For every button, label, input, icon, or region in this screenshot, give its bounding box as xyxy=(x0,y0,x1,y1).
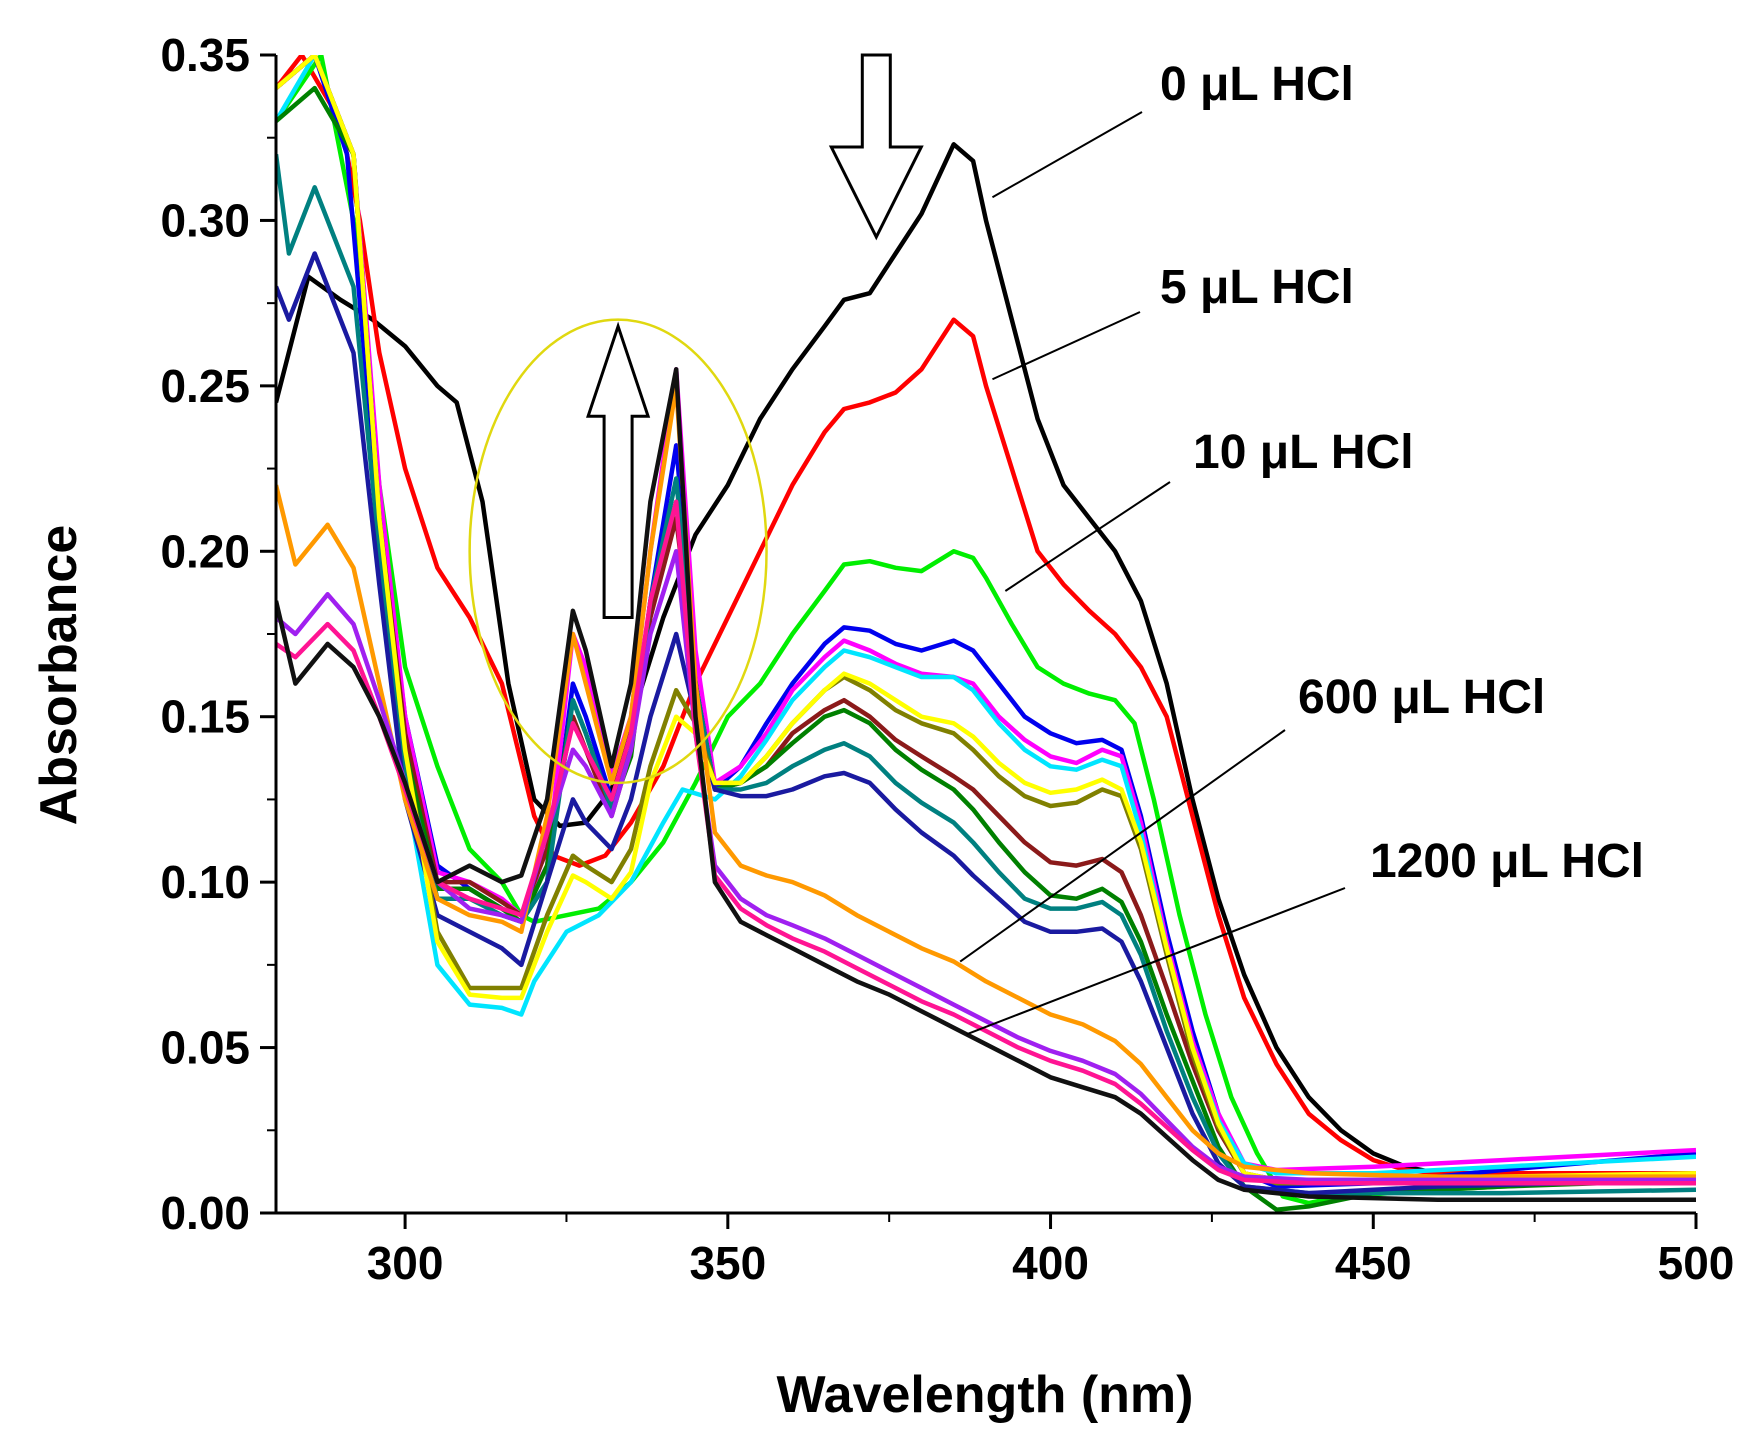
series-layer xyxy=(276,55,1696,1212)
annotation-leader-line xyxy=(991,111,1143,199)
arrow-up xyxy=(586,321,651,619)
annotation-label: 5 μL HCl xyxy=(1160,261,1354,314)
axes-layer: 300 350 400 450 500 0.00 0.05 0.10 0.15 0.20 0.25 0… xyxy=(160,29,1734,1289)
y-tick-label: 0.05 xyxy=(160,1022,250,1074)
series-line-13 xyxy=(276,383,1696,1179)
series-line-10 xyxy=(276,251,1696,1196)
series-line-7 xyxy=(276,55,1696,1183)
arrow-down xyxy=(828,53,924,241)
x-tick-label: 350 xyxy=(689,1237,766,1289)
x-tick-label: 500 xyxy=(1658,1237,1735,1289)
series-line-15 xyxy=(276,499,1696,1186)
highlight-layer xyxy=(468,318,768,785)
annotation-leader-line xyxy=(966,887,1346,1036)
annotation-label: 600 μL HCl xyxy=(1298,671,1545,724)
series-line-12 xyxy=(276,55,1696,1183)
series-line-16 xyxy=(276,367,1696,1203)
x-tick-label: 400 xyxy=(1012,1237,1089,1289)
y-tick-label: 0.00 xyxy=(160,1187,250,1239)
x-tick-label: 300 xyxy=(367,1237,444,1289)
y-tick-label: 0.15 xyxy=(160,691,250,743)
x-tick-label: 450 xyxy=(1335,1237,1412,1289)
annotation-leader-line xyxy=(959,729,1286,963)
series-line-1 xyxy=(276,142,1696,1183)
series-line-14 xyxy=(276,549,1696,1183)
y-tick-label: 0.10 xyxy=(160,856,250,908)
y-axis-title: Absorbance xyxy=(30,525,88,826)
series-line-8 xyxy=(276,85,1696,1212)
y-tick-label: 0.20 xyxy=(160,525,250,577)
x-axis-title: Wavelength (nm) xyxy=(777,1366,1194,1424)
annotation-leader-line xyxy=(992,311,1141,381)
highlight-ellipse xyxy=(468,318,768,785)
y-tick-label: 0.35 xyxy=(160,29,250,81)
annotation-leader-line xyxy=(1004,481,1171,592)
annotation-label: 0 μL HCl xyxy=(1160,58,1354,111)
y-tick-label: 0.25 xyxy=(160,360,250,412)
series-line-2 xyxy=(276,55,1696,1176)
y-tick-label: 0.30 xyxy=(160,194,250,246)
annotation-label: 1200 μL HCl xyxy=(1370,835,1644,888)
annotation-label: 10 μL HCl xyxy=(1193,426,1414,479)
annotation-layer: 0 μL HCl 5 μL HCl 10 μL HCl 600 μL HCl 1200 … xyxy=(586,53,1644,1036)
